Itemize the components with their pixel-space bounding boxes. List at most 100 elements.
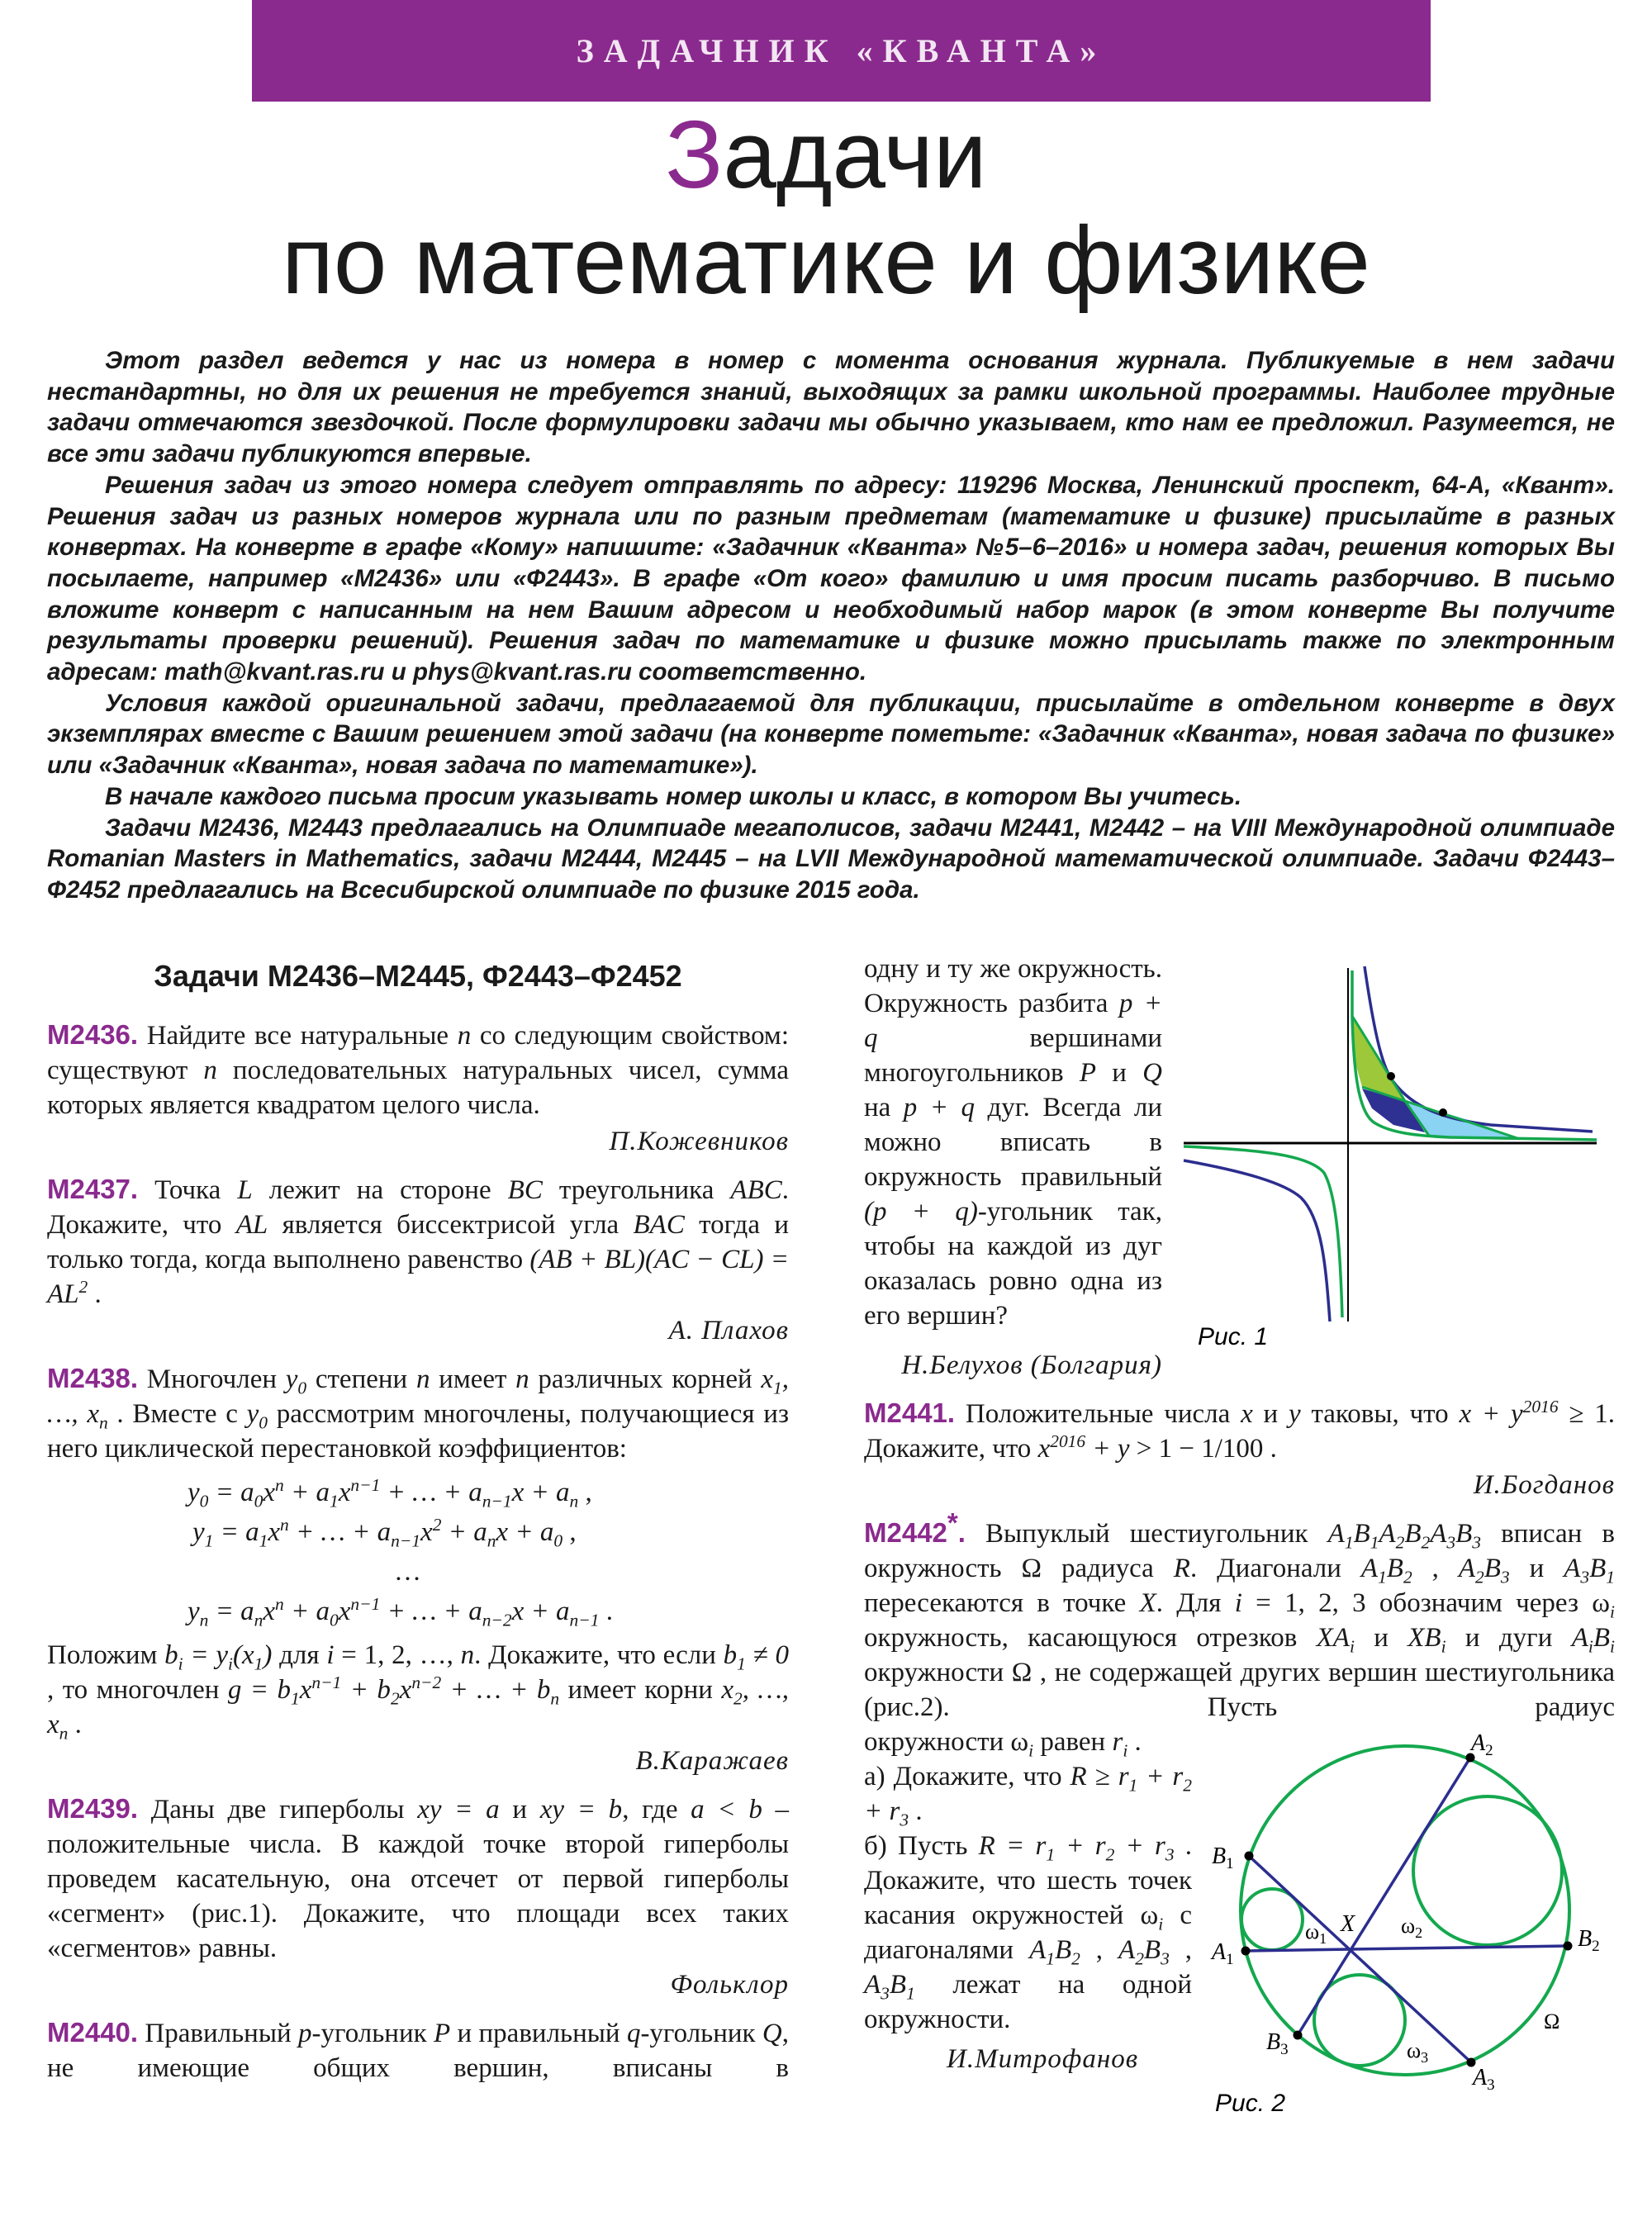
subscript: 1 xyxy=(254,1654,263,1674)
subscript: 2 xyxy=(1105,1844,1115,1865)
text-run: одну и ту же окружность. Окружность разб… xyxy=(864,954,1162,1018)
problem-m2438-cont: Положим bi = yi(x1) для i = 1, 2, …, n. … xyxy=(47,1638,789,1742)
svg-text:ω1: ω1 xyxy=(1305,1919,1327,1947)
svg-text:Ω: Ω xyxy=(1544,2010,1559,2033)
text-run: … xyxy=(394,1557,421,1587)
math-expression: i xyxy=(1028,1727,1033,1759)
subscript: n−1 xyxy=(569,1610,600,1630)
vertex-points xyxy=(1241,1753,1573,2067)
subscript: 1 xyxy=(1370,1532,1379,1553)
subscript: i xyxy=(1123,1740,1128,1761)
math-expression: i xyxy=(1610,1588,1615,1620)
subscript: i xyxy=(1349,1636,1355,1657)
text-run: > 1 − 1/100 . xyxy=(1129,1434,1277,1464)
math-expression: i xyxy=(326,1640,335,1670)
problem-m2438: М2438. Многочлен y0 степени n имеет n ра… xyxy=(47,1361,789,1466)
subscript: 1 xyxy=(906,1983,915,2004)
text-run: окружность, касающуюся отрезков xyxy=(864,1623,1317,1653)
text-run: Положительные числа xyxy=(955,1399,1241,1429)
subscript: 1 xyxy=(291,1688,300,1709)
subscript: 1 xyxy=(773,1378,782,1398)
subscript: i xyxy=(1610,1636,1615,1657)
superscript: n−2 xyxy=(411,1673,442,1692)
rich-text: окружности ωi равен ri . xyxy=(864,1727,1142,1759)
math-expression: A2B3 xyxy=(1458,1554,1510,1587)
text-run: окружности ω xyxy=(864,1727,1029,1757)
text-run: . xyxy=(599,1597,613,1626)
subscript: n xyxy=(569,1491,579,1511)
math-expression: A1B2 xyxy=(1029,1935,1080,1969)
rich-text: Точка L лежит на стороне BC треугольника… xyxy=(47,1175,789,1309)
section-banner: ЗАДАЧНИК «КВАНТА» xyxy=(252,0,1431,102)
subscript: 2 xyxy=(1071,1948,1080,1969)
math-expression: y xyxy=(1289,1399,1301,1429)
text-run: , xyxy=(1412,1554,1459,1583)
math-expression: x + y2016 xyxy=(1459,1397,1559,1429)
subscript: 2 xyxy=(1135,1948,1144,1969)
text-run: рассмотрим многочлены, получающиеся из н… xyxy=(47,1399,789,1464)
hyperbola-b-left xyxy=(1183,1159,1332,1322)
text-run: и xyxy=(1252,1399,1289,1429)
figure-2-hexagon: A2 B1 A1 B2 B3 A3 X ω1 ω2 ω3 Ω Рис. 2 xyxy=(1210,1730,1600,2117)
math-expression: Q xyxy=(1142,1058,1162,1088)
math-expression: y0 xyxy=(246,1399,268,1433)
text-run: . Докажите, что шесть точек касания окру… xyxy=(864,1831,1192,1930)
intro-paragraph: Решения задач из этого номера следует от… xyxy=(47,471,1615,686)
text-run: . xyxy=(1127,1727,1142,1757)
text-run: , то многочлен xyxy=(47,1675,228,1705)
math-expression: y1 = a1xn + … + an−1x2 + anx + a0 xyxy=(192,1515,563,1551)
math-expression: n xyxy=(457,1021,472,1051)
equation: y0 = a0xn + a1xn−1 + … + an−1x + an , xyxy=(188,1473,789,1512)
star-mark: * xyxy=(947,1507,958,1538)
math-expression: R ≥ r1 + r2 + r3 xyxy=(864,1762,1192,1830)
hyperbola-a-right xyxy=(1351,970,1597,1141)
equation-block: y0 = a0xn + a1xn−1 + … + an−1x + an , y1… xyxy=(47,1473,789,1631)
text-run: – положительные числа. В каждой точке вт… xyxy=(47,1795,790,1963)
text-run: таковы, что xyxy=(1300,1399,1460,1429)
problem-m2437: М2437. Точка L лежит на стороне BC треуг… xyxy=(47,1172,789,1312)
tangent-2 xyxy=(1361,1085,1521,1141)
math-expression: yn = anxn + a0xn−1 + … + an−2x + an−1 xyxy=(188,1594,600,1630)
problem-label: М2442 xyxy=(864,1517,947,1548)
subscript: 3 xyxy=(1161,1948,1170,1969)
math-expression: XBi xyxy=(1408,1623,1446,1657)
subscript: i xyxy=(228,1654,233,1674)
math-expression: Q xyxy=(762,2019,782,2048)
intro-paragraph: Условия каждой оригинальной задачи, пред… xyxy=(47,689,1615,780)
equation: yn = anxn + a0xn−1 + … + an−2x + an−1 . xyxy=(188,1592,789,1631)
text-run: и xyxy=(1354,1623,1408,1653)
text-run: . xyxy=(68,1710,82,1739)
text-run: лежит на стороне xyxy=(252,1175,508,1205)
math-expression: A1B1A2B2A3B3 xyxy=(1327,1519,1481,1553)
problem-author: А. Плахов xyxy=(668,1316,789,1345)
intro-paragraph: Этот раздел ведется у нас из номера в но… xyxy=(47,347,1615,468)
math-expression: (AB + BL)(AC − CL) = AL2 xyxy=(47,1245,790,1309)
subscript: 1 xyxy=(1378,1567,1387,1587)
math-expression: L xyxy=(237,1175,253,1205)
problem-label: М2440. xyxy=(47,2017,139,2048)
math-expression: i xyxy=(1158,1900,1163,1933)
diagonal-a3b1 xyxy=(1247,1854,1473,2064)
subscript: 0 xyxy=(553,1530,563,1551)
math-expression: b1 ≠ 0 xyxy=(723,1640,790,1674)
vertex-labels: A2 B1 A1 B2 B3 A3 X xyxy=(1210,1730,1600,2094)
text-run: тогда и только тогда, когда выполнено ра… xyxy=(47,1210,789,1274)
text-run: на xyxy=(864,1093,904,1122)
text-run: -угольник xyxy=(640,2019,762,2048)
problem-m2440: М2440. Правильный p-угольник P и правиль… xyxy=(47,2015,789,2086)
rich-text: Положим bi = yi(x1) для i = 1, 2, …, n. … xyxy=(47,1640,790,1742)
math-expression: xy = b xyxy=(539,1795,623,1825)
text-run: Точка xyxy=(138,1175,238,1205)
page-subtitle: по математике и физике xyxy=(282,206,1370,314)
subscript: 0 xyxy=(254,1491,263,1511)
problem-label: М2437. xyxy=(47,1174,139,1204)
circle-labels: ω1 ω2 ω3 Ω xyxy=(1305,1914,1559,2066)
text-run: , xyxy=(563,1517,577,1547)
figure-1-hyperbolas: Рис. 1 xyxy=(1183,966,1597,1350)
math-expression: (p + q) xyxy=(864,1197,978,1227)
math-expression: n xyxy=(203,1056,217,1085)
superscript: 2016 xyxy=(1522,1397,1559,1416)
text-run: и дуги xyxy=(1446,1623,1572,1653)
problem-label: М2436. xyxy=(47,1019,139,1050)
math-expression: i xyxy=(1234,1588,1242,1618)
